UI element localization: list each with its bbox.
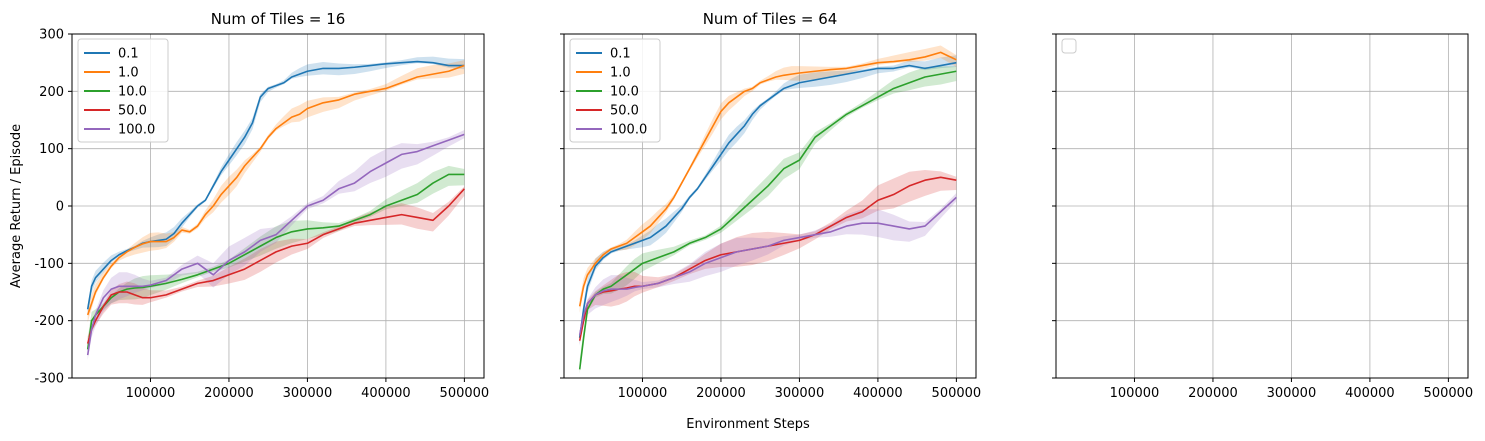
x-tick-label: 200000: [696, 386, 746, 401]
y-tick-label: -100: [34, 257, 64, 272]
x-tick-label: 400000: [1345, 386, 1395, 401]
legend-label: 50.0: [610, 104, 639, 119]
series-band-50.0: [579, 169, 957, 345]
y-tick-label: 300: [39, 28, 64, 43]
legend-label: 100.0: [610, 123, 647, 138]
series-line-1.0: [578, 51, 957, 307]
series-line-10.0: [578, 70, 957, 370]
x-tick-label: 100000: [126, 386, 176, 401]
series-line-50.0: [86, 188, 465, 344]
x-tick-label: 300000: [775, 386, 825, 401]
series-line-1.0: [86, 64, 465, 316]
legend-label: 10.0: [610, 85, 639, 100]
x-tick-label: 200000: [204, 386, 254, 401]
subplot-num-tiles-16: 100000 200000 300000 400000 500000 -300 -200 -1…: [34, 10, 489, 401]
legend-box: [77, 38, 169, 143]
series-band-100.0: [579, 193, 957, 340]
x-tick-label: 100000: [618, 386, 668, 401]
y-tick-label: 0: [56, 200, 64, 215]
legend-label: 1.0: [118, 66, 139, 81]
legend-box: [1061, 38, 1077, 54]
x-tick-label: 400000: [361, 386, 411, 401]
subplot-title: Num of Tiles = 16: [211, 10, 346, 28]
subplot-title: Num of Tiles = 64: [703, 10, 838, 28]
legend-label: 50.0: [118, 104, 147, 119]
series-band-100.0: [87, 129, 465, 360]
x-tick-label: 500000: [932, 386, 982, 401]
x-tick-label: 500000: [440, 386, 490, 401]
legend: 0.1 1.0 10.0 50.0 100.0: [77, 38, 169, 143]
legend-label: 100.0: [118, 123, 155, 138]
series-band-10.0: [87, 165, 465, 355]
legend-box: [569, 38, 661, 143]
legend-label: 0.1: [118, 47, 139, 62]
x-tick-label: 400000: [853, 386, 903, 401]
y-tick-label: -200: [34, 314, 64, 329]
legend: 0.1 1.0 10.0 50.0 100.0: [569, 38, 661, 143]
x-tick-label: 500000: [1424, 386, 1474, 401]
x-tick-label: 300000: [283, 386, 333, 401]
y-tick-label: -300: [34, 372, 64, 387]
legend-label: 0.1: [610, 47, 631, 62]
subplot-num-tiles-64: 100000 200000 300000 400000 500000 Num of Til…: [560, 10, 981, 401]
subplot-empty: 100000 200000 300000 400000 500000: [1052, 33, 1474, 401]
y-axis-label: Average Return / Episode: [9, 124, 24, 288]
series-line-100.0: [86, 133, 465, 356]
series-line-100.0: [578, 196, 957, 336]
y-tick-label: 200: [39, 85, 64, 100]
series-line-50.0: [578, 176, 957, 341]
legend-label: 1.0: [610, 66, 631, 81]
x-tick-label: 300000: [1267, 386, 1317, 401]
plot-area: [578, 45, 957, 374]
legend-label: 10.0: [118, 85, 147, 100]
x-axis-label: Environment Steps: [686, 417, 810, 432]
plot-area: [86, 56, 465, 360]
y-tick-label: 100: [39, 142, 64, 157]
series-band-50.0: [87, 186, 465, 346]
series-line-0.1: [578, 61, 957, 338]
x-tick-label: 100000: [1110, 386, 1160, 401]
x-tick-label: 200000: [1188, 386, 1238, 401]
